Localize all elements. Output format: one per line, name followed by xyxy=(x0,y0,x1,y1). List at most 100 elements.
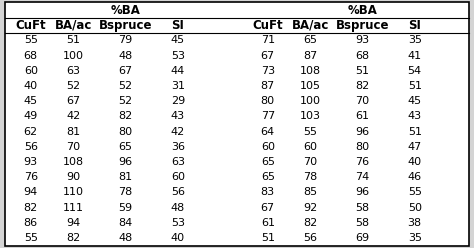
Text: 42: 42 xyxy=(66,111,81,122)
Text: 71: 71 xyxy=(261,35,275,45)
Text: 31: 31 xyxy=(171,81,185,91)
Text: 96: 96 xyxy=(118,157,133,167)
Text: 80: 80 xyxy=(118,126,133,137)
Text: 80: 80 xyxy=(261,96,275,106)
Text: 77: 77 xyxy=(261,111,275,122)
Text: 53: 53 xyxy=(171,218,185,228)
Text: 69: 69 xyxy=(356,233,370,243)
Text: CuFt: CuFt xyxy=(253,19,283,32)
Text: 48: 48 xyxy=(118,233,133,243)
Text: 48: 48 xyxy=(118,51,133,61)
Text: 52: 52 xyxy=(118,96,133,106)
Text: 51: 51 xyxy=(408,126,422,137)
Text: 38: 38 xyxy=(408,218,422,228)
Text: 70: 70 xyxy=(356,96,370,106)
Text: 61: 61 xyxy=(356,111,370,122)
Text: %BA: %BA xyxy=(110,3,141,17)
Text: 35: 35 xyxy=(408,233,422,243)
Text: 55: 55 xyxy=(408,187,422,197)
Text: 87: 87 xyxy=(303,51,318,61)
Text: 111: 111 xyxy=(63,203,84,213)
Text: 48: 48 xyxy=(171,203,185,213)
Text: 105: 105 xyxy=(300,81,321,91)
Text: 45: 45 xyxy=(24,96,38,106)
Text: 93: 93 xyxy=(24,157,38,167)
Text: 67: 67 xyxy=(261,51,275,61)
Text: 108: 108 xyxy=(63,157,84,167)
Text: 56: 56 xyxy=(171,187,185,197)
Text: 67: 67 xyxy=(261,203,275,213)
Text: 60: 60 xyxy=(24,66,38,76)
Text: 76: 76 xyxy=(24,172,38,182)
Text: 63: 63 xyxy=(66,66,81,76)
Text: 53: 53 xyxy=(171,51,185,61)
Text: 94: 94 xyxy=(24,187,38,197)
Text: 59: 59 xyxy=(118,203,133,213)
Text: 49: 49 xyxy=(24,111,38,122)
Text: 40: 40 xyxy=(408,157,422,167)
Text: %BA: %BA xyxy=(347,3,378,17)
Text: 52: 52 xyxy=(118,81,133,91)
Text: 70: 70 xyxy=(303,157,318,167)
Text: 81: 81 xyxy=(118,172,133,182)
Text: 96: 96 xyxy=(356,187,370,197)
Text: 78: 78 xyxy=(118,187,133,197)
Text: 65: 65 xyxy=(118,142,133,152)
Text: 87: 87 xyxy=(261,81,275,91)
Text: 51: 51 xyxy=(66,35,81,45)
Text: 47: 47 xyxy=(408,142,422,152)
Text: 82: 82 xyxy=(24,203,38,213)
Text: 74: 74 xyxy=(356,172,370,182)
Text: 94: 94 xyxy=(66,218,81,228)
Text: Bspruce: Bspruce xyxy=(336,19,389,32)
Text: 40: 40 xyxy=(24,81,38,91)
Text: 63: 63 xyxy=(171,157,185,167)
Text: 68: 68 xyxy=(356,51,370,61)
Text: 83: 83 xyxy=(261,187,275,197)
Text: 65: 65 xyxy=(261,172,275,182)
Text: SI: SI xyxy=(408,19,421,32)
Text: 67: 67 xyxy=(66,96,81,106)
Text: 55: 55 xyxy=(24,233,38,243)
Text: 62: 62 xyxy=(24,126,38,137)
Text: 103: 103 xyxy=(300,111,321,122)
Text: 61: 61 xyxy=(261,218,275,228)
Text: 85: 85 xyxy=(303,187,318,197)
Text: 100: 100 xyxy=(300,96,321,106)
Text: 58: 58 xyxy=(356,203,370,213)
Text: 60: 60 xyxy=(261,142,275,152)
Text: 65: 65 xyxy=(303,35,318,45)
Text: 51: 51 xyxy=(356,66,370,76)
Text: 36: 36 xyxy=(171,142,185,152)
Text: 86: 86 xyxy=(24,218,38,228)
Text: SI: SI xyxy=(171,19,184,32)
Text: CuFt: CuFt xyxy=(16,19,46,32)
Text: 60: 60 xyxy=(303,142,318,152)
Text: 35: 35 xyxy=(408,35,422,45)
Text: 56: 56 xyxy=(24,142,38,152)
Text: 76: 76 xyxy=(356,157,370,167)
Text: 81: 81 xyxy=(66,126,81,137)
Text: 70: 70 xyxy=(66,142,81,152)
Text: 45: 45 xyxy=(171,35,185,45)
Text: 40: 40 xyxy=(171,233,185,243)
Text: 46: 46 xyxy=(408,172,422,182)
Text: 29: 29 xyxy=(171,96,185,106)
Text: 100: 100 xyxy=(63,51,84,61)
Text: 93: 93 xyxy=(356,35,370,45)
Text: 56: 56 xyxy=(303,233,318,243)
Text: BA/ac: BA/ac xyxy=(292,19,329,32)
Text: 108: 108 xyxy=(300,66,321,76)
Text: BA/ac: BA/ac xyxy=(55,19,92,32)
Text: 42: 42 xyxy=(171,126,185,137)
Text: 92: 92 xyxy=(303,203,318,213)
Text: 41: 41 xyxy=(408,51,422,61)
Text: 82: 82 xyxy=(356,81,370,91)
Text: 73: 73 xyxy=(261,66,275,76)
Text: 79: 79 xyxy=(118,35,133,45)
Text: 78: 78 xyxy=(303,172,318,182)
Text: 60: 60 xyxy=(171,172,185,182)
Text: 43: 43 xyxy=(171,111,185,122)
Text: 64: 64 xyxy=(261,126,275,137)
Text: 82: 82 xyxy=(66,233,81,243)
